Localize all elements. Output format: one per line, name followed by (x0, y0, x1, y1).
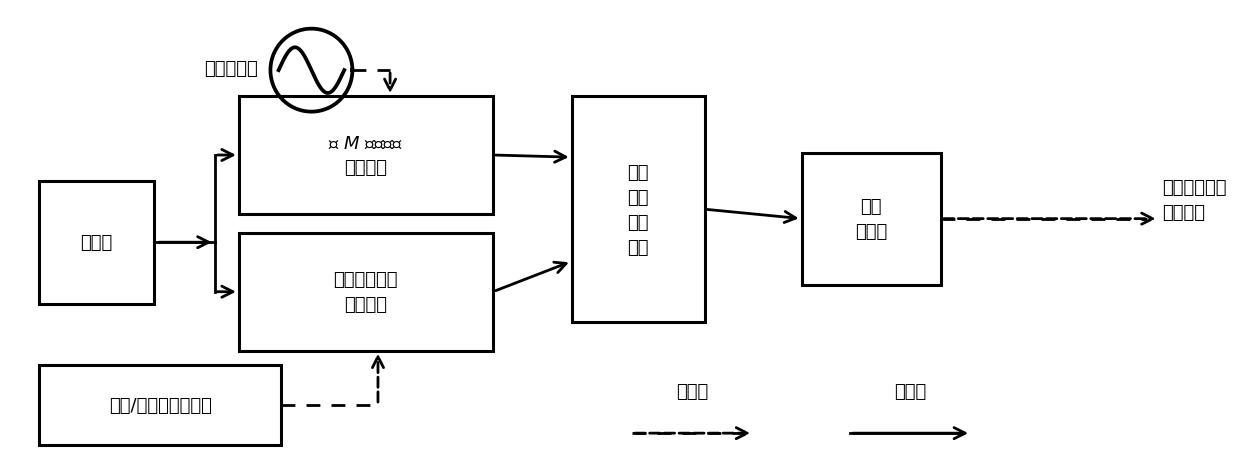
Text: 光电
探测器: 光电 探测器 (856, 198, 888, 241)
Text: 基带/低频电信号发生: 基带/低频电信号发生 (109, 396, 212, 414)
Bar (801, 153, 941, 285)
Bar (40, 365, 281, 445)
Bar (239, 97, 494, 215)
Text: 光通路: 光通路 (894, 382, 926, 400)
Text: 电通路: 电通路 (677, 382, 709, 400)
Bar (239, 233, 494, 351)
Text: 光二阶单边带
调制模块: 光二阶单边带 调制模块 (334, 271, 398, 314)
Text: 倍频、上变频
信号输出: 倍频、上变频 信号输出 (1162, 179, 1226, 222)
Bar (40, 181, 154, 304)
Bar (572, 97, 704, 323)
Text: 微波本振源: 微波本振源 (205, 60, 258, 78)
Text: 光域
信号
叠加
模块: 光域 信号 叠加 模块 (627, 163, 649, 256)
Text: 激光器: 激光器 (81, 234, 113, 252)
Text: 光 $M$ 阶单边带
调制模块: 光 $M$ 阶单边带 调制模块 (329, 134, 403, 177)
